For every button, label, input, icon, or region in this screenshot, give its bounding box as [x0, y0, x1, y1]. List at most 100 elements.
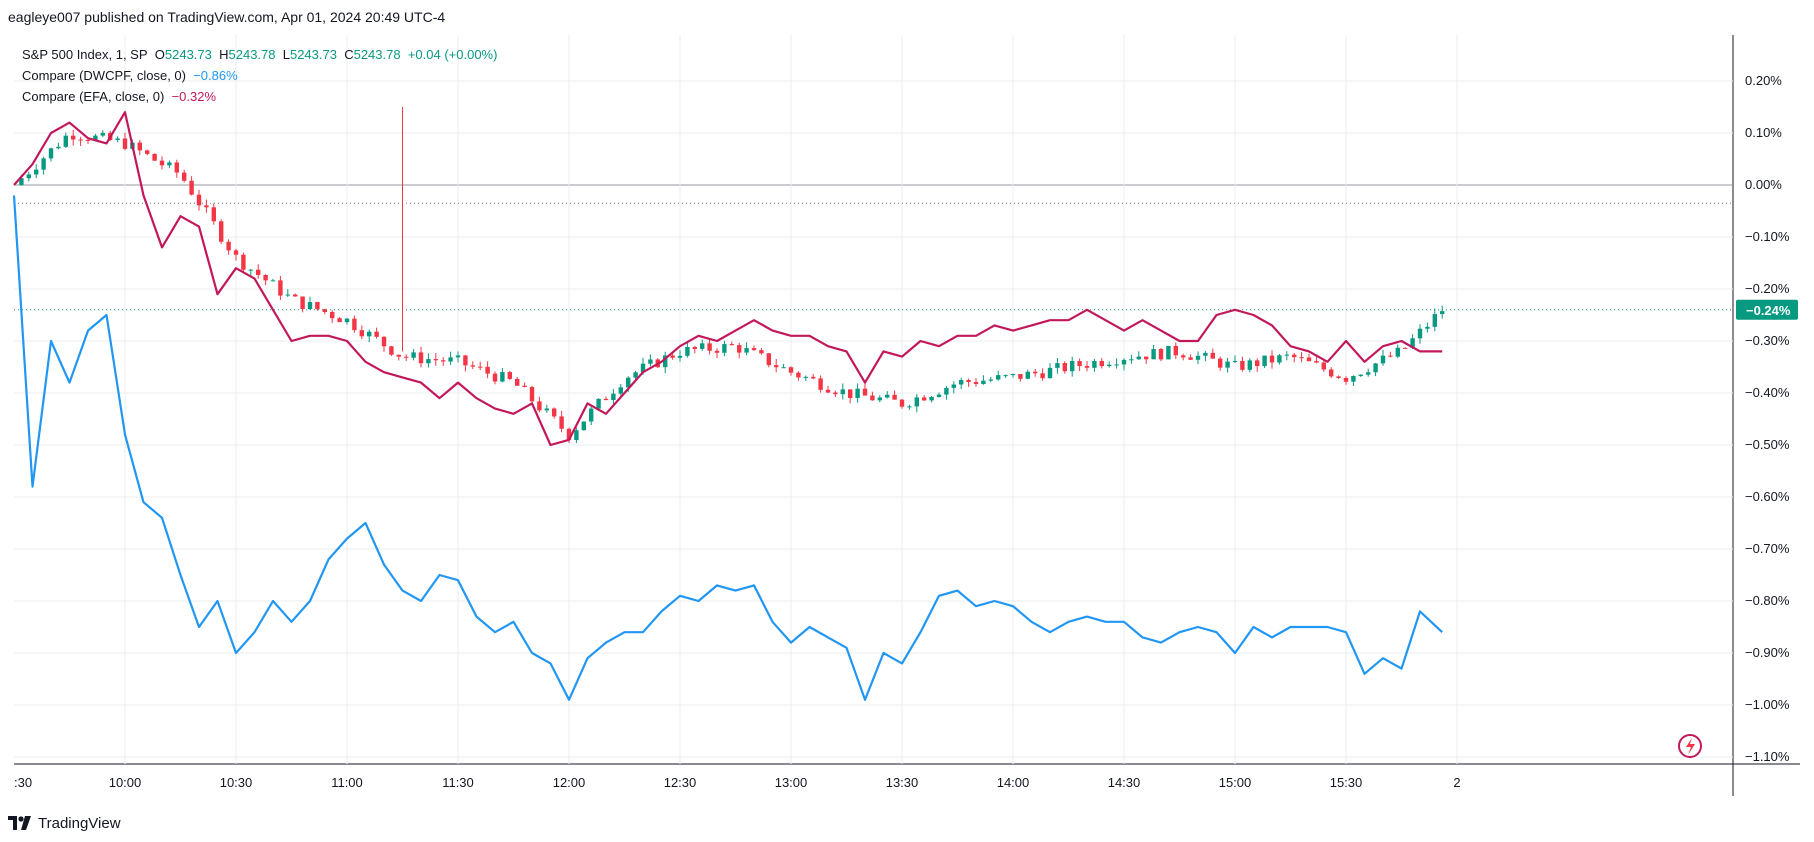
candle-body	[774, 365, 779, 368]
candle-body	[936, 394, 942, 397]
chart-legend: S&P 500 Index, 1, SP O5243.73 H5243.78 L…	[22, 44, 497, 107]
legend-compare-dwcpf-row[interactable]: Compare (DWCPF, close, 0) −0.86%	[22, 65, 497, 86]
candle-body	[48, 148, 54, 159]
price-tick-label: −0.90%	[1745, 645, 1790, 660]
candle-body	[1395, 347, 1400, 357]
candle-body	[825, 389, 831, 393]
price-tick-label: −0.20%	[1745, 281, 1790, 296]
time-tick-label: 13:30	[886, 775, 919, 790]
price-badges: −0.24%	[1736, 299, 1798, 320]
last-value-badge	[1736, 299, 1798, 320]
candle-body	[1403, 347, 1408, 349]
candle-body	[381, 336, 387, 347]
candle-body	[1047, 367, 1053, 379]
chart-svg[interactable]: 0.20% 0.10% 0.00% −0.10% −0.20% −0.30% −0.40% −…	[0, 0, 1814, 808]
candle-body	[441, 360, 446, 362]
candle-body	[670, 355, 675, 358]
legend-high-value: 5243.78	[228, 47, 276, 62]
candle-body	[589, 408, 594, 422]
candle-body	[951, 384, 956, 388]
candle-body	[781, 367, 786, 369]
candle-body	[1432, 314, 1437, 327]
candle-body	[848, 389, 853, 399]
time-tick-label: 13:00	[775, 775, 808, 790]
candle-body	[788, 367, 794, 373]
candle-body	[389, 346, 394, 355]
candle-body	[1255, 360, 1260, 367]
candle-body	[692, 346, 697, 349]
candle-body	[611, 393, 616, 401]
candle-body	[922, 397, 927, 401]
candle-body	[1380, 355, 1386, 364]
candle-body	[559, 416, 564, 429]
candle-body	[663, 355, 668, 368]
candle-body	[744, 348, 749, 353]
candle-body	[877, 397, 882, 401]
candle-body	[485, 366, 490, 374]
candle-body	[1366, 372, 1371, 375]
candle-body	[840, 389, 845, 395]
candle-body	[966, 380, 971, 383]
time-tick-label: 12:30	[664, 775, 697, 790]
candle-body	[1121, 359, 1127, 365]
candle-body	[1240, 360, 1245, 370]
candle-body	[34, 169, 39, 175]
candle-body	[855, 388, 860, 399]
candle-body	[862, 388, 868, 396]
candle-body	[981, 380, 986, 385]
price-tick-label: 0.10%	[1745, 125, 1782, 140]
line-dwcpf	[12, 195, 1443, 701]
candle-body	[1425, 326, 1430, 329]
candle-body	[500, 372, 505, 382]
candle-body	[1351, 376, 1356, 382]
candle-body	[1181, 355, 1186, 358]
time-axis[interactable]: :30 10:00 10:30 11:00 11:30 12:00 12:30 13:00 13…	[14, 775, 1461, 790]
time-tick-label: 12:00	[553, 775, 586, 790]
candle-body	[833, 392, 838, 395]
candle-body	[1114, 364, 1119, 366]
candle-body	[1107, 364, 1112, 367]
candle-body	[374, 331, 379, 337]
candle-body	[537, 401, 542, 411]
candle-body	[892, 394, 897, 400]
candle-body	[1062, 363, 1067, 372]
candle-body	[85, 140, 91, 142]
flash-icon[interactable]	[1678, 734, 1702, 758]
legend-open-value: 5243.73	[164, 47, 212, 62]
candle-body	[1158, 349, 1164, 360]
candle-body	[1388, 355, 1393, 357]
candle-body	[270, 280, 276, 282]
candle-body	[1410, 338, 1415, 348]
candle-body	[626, 377, 631, 388]
legend-efa-label: Compare (EFA, close, 0)	[22, 89, 165, 104]
candle-body	[204, 205, 209, 208]
compare-lines	[12, 111, 1443, 701]
legend-main-row[interactable]: S&P 500 Index, 1, SP O5243.73 H5243.78 L…	[22, 44, 497, 65]
candle-body	[330, 312, 335, 319]
time-tick-label: 10:30	[220, 775, 253, 790]
candle-body	[870, 395, 875, 401]
legend-low-value: 5243.73	[289, 47, 337, 62]
legend-compare-efa-row[interactable]: Compare (EFA, close, 0) −0.32%	[22, 86, 497, 107]
candle-body	[685, 346, 690, 356]
candle-body	[751, 348, 757, 351]
candle-body	[337, 318, 342, 323]
price-tick-label: 0.20%	[1745, 73, 1782, 88]
price-axis[interactable]: 0.20% 0.10% 0.00% −0.10% −0.20% −0.30% −0.40% −…	[1745, 73, 1790, 764]
candle-body	[1210, 352, 1215, 359]
candle-body	[211, 207, 216, 222]
candle-body	[263, 275, 268, 281]
candle-body	[1018, 374, 1023, 379]
footer-brand[interactable]: TradingView	[8, 810, 121, 836]
candle-body	[885, 394, 890, 398]
candle-body	[455, 355, 461, 358]
price-tick-label: −0.70%	[1745, 541, 1790, 556]
candle-body	[1195, 355, 1201, 360]
legend-dwcpf-label: Compare (DWCPF, close, 0)	[22, 68, 186, 83]
time-tick-label: 10:00	[109, 775, 142, 790]
candle-body	[233, 250, 239, 255]
candle-body	[944, 387, 949, 395]
candle-body	[1247, 360, 1252, 370]
candle-body	[26, 174, 31, 179]
candle-body	[219, 221, 224, 242]
